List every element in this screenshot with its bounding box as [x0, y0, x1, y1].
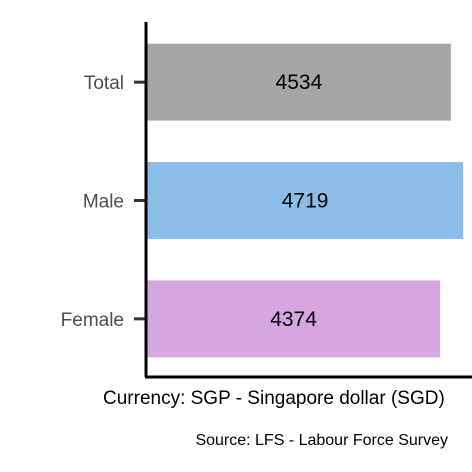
bar-value-label-male: 4719	[282, 190, 329, 213]
bars-group: 4534 4719 4374	[147, 43, 464, 358]
bar-female	[147, 280, 441, 358]
y-tick-label-male: Male	[83, 192, 124, 213]
x-axis-title: Currency: SGP - Singapore dollar (SGD)	[103, 388, 445, 409]
y-ticks-group: Total Male Female	[61, 73, 146, 331]
bar-value-label-total: 4534	[276, 71, 323, 94]
bar-value-label-female: 4374	[270, 308, 317, 331]
y-tick-label-female: Female	[61, 310, 124, 331]
y-tick-label-total: Total	[84, 73, 124, 94]
bar-total	[147, 43, 451, 121]
bar-male	[147, 162, 464, 239]
source-caption: Source: LFS - Labour Force Survey	[195, 432, 448, 449]
